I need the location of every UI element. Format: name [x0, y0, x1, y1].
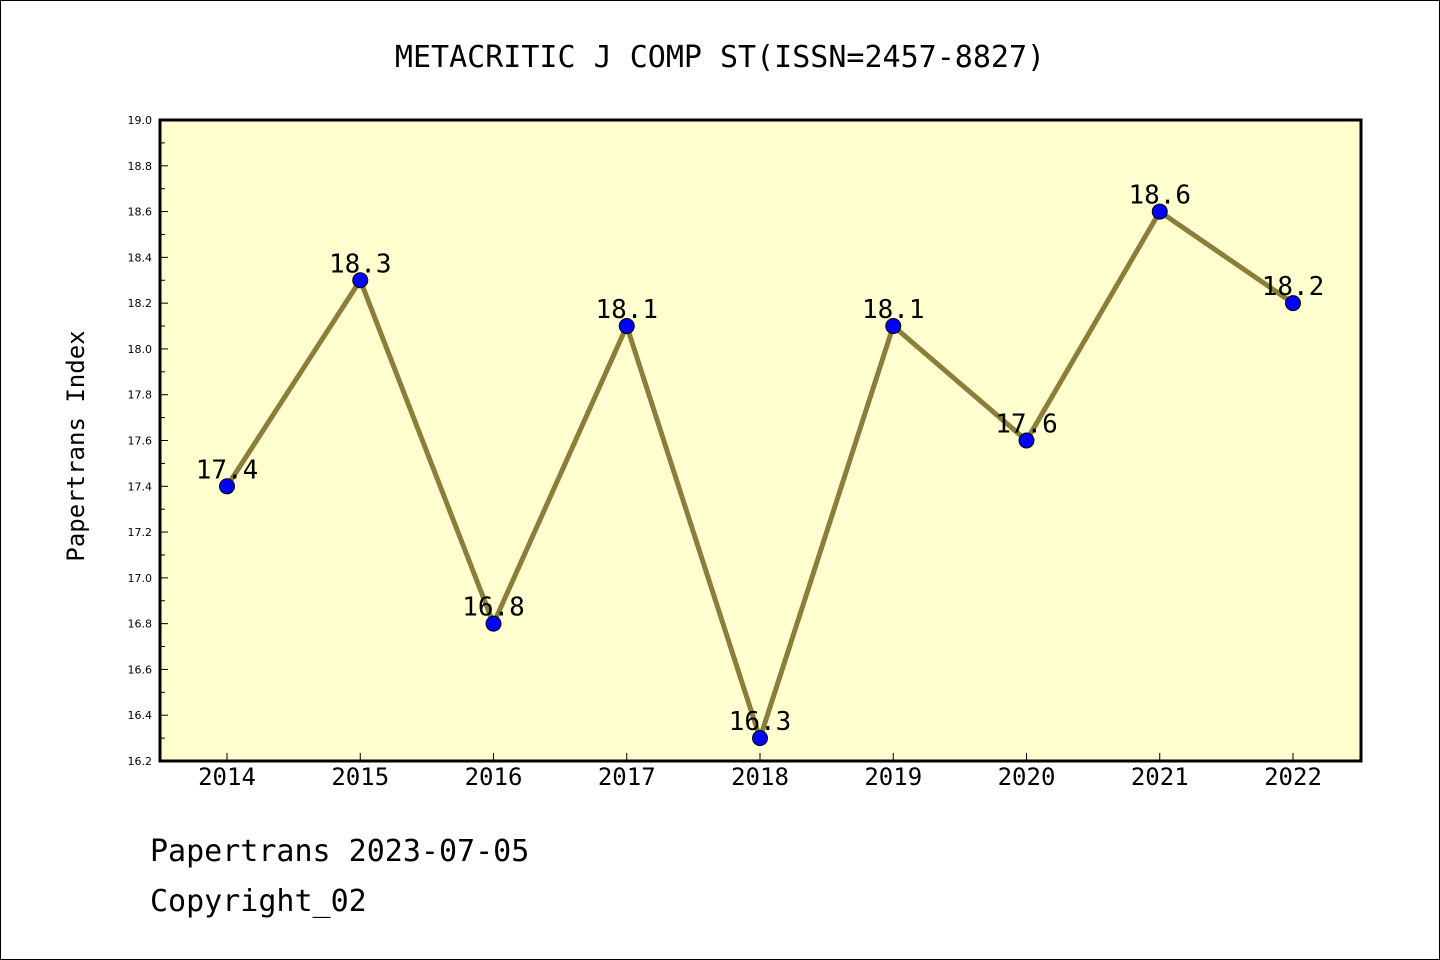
data-label: 17.4: [196, 455, 259, 485]
x-tick-label: 2016: [465, 763, 523, 791]
y-tick-label: 17.0: [128, 572, 153, 585]
y-tick-label: 16.8: [128, 618, 153, 631]
y-tick-label: 17.4: [128, 480, 153, 493]
x-tick-label: 2022: [1264, 763, 1322, 791]
data-label: 18.2: [1262, 272, 1325, 302]
data-point: [1285, 295, 1301, 312]
x-tick-label: 2017: [598, 763, 656, 791]
data-point: [885, 318, 902, 335]
y-axis-label: Papertrans Index: [62, 330, 90, 561]
data-point: [352, 272, 369, 289]
data-label: 18.1: [862, 295, 925, 325]
y-tick-label: 16.4: [128, 709, 153, 722]
plot-area: [160, 120, 1361, 761]
footer-date-text: Papertrans 2023-07-05: [150, 834, 530, 869]
data-label: 18.6: [1128, 181, 1191, 211]
data-point: [485, 615, 502, 632]
y-tick-label: 18.4: [128, 251, 153, 264]
y-tick-label: 19.0: [128, 114, 153, 127]
y-tick-label: 18.2: [128, 297, 153, 310]
footer-copyright-text: Copyright_02: [150, 884, 367, 919]
x-tick-label: 2019: [864, 763, 922, 791]
data-label: 16.3: [729, 707, 792, 737]
y-tick-label: 18.8: [128, 160, 153, 173]
x-tick-label: 2020: [998, 763, 1056, 791]
x-tick-label: 2014: [198, 763, 256, 791]
data-label: 18.3: [329, 249, 392, 279]
data-point: [1018, 432, 1035, 449]
data-label: 17.6: [995, 410, 1058, 440]
x-tick-label: 2015: [331, 763, 389, 791]
x-tick-label: 2018: [731, 763, 789, 791]
y-tick-label: 18.0: [128, 343, 153, 356]
x-tick-label: 2021: [1131, 763, 1189, 791]
data-label: 18.1: [595, 295, 658, 325]
y-tick-label: 16.2: [128, 755, 153, 768]
plot-border: [158, 118, 1363, 763]
y-tick-label: 16.6: [128, 663, 153, 676]
y-tick-label: 17.6: [128, 435, 153, 448]
data-label: 16.8: [462, 593, 525, 623]
data-point: [752, 730, 768, 747]
data-point: [219, 478, 235, 495]
data-point: [618, 318, 635, 335]
chart-title: METACRITIC J COMP ST(ISSN=2457-8827): [395, 40, 1045, 75]
y-tick-label: 17.8: [128, 389, 153, 402]
y-tick-label: 17.2: [128, 526, 153, 539]
data-point: [1151, 203, 1168, 220]
x-axis-ticks: 2014 2015 2016 2017 2018 2019 2020 2021 2022: [198, 753, 1322, 791]
y-tick-label: 18.6: [128, 206, 153, 219]
series-layer: 17.4 18.3 16.8 18.1 16.3 18.1 17.6 18.6 18.2: [196, 181, 1325, 747]
